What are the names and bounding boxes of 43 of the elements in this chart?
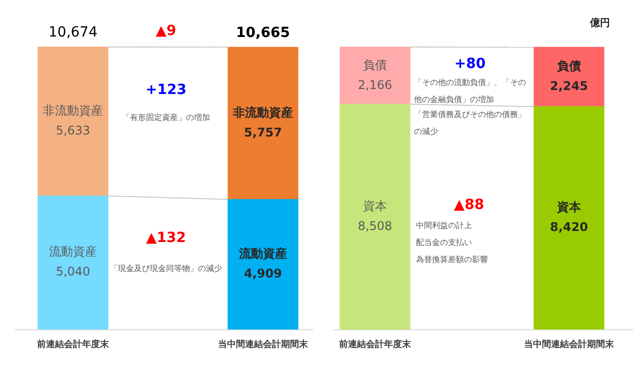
annotation: +80 bbox=[454, 56, 486, 72]
annotation: 「有形固定資産」の増加 bbox=[122, 112, 210, 124]
total-label: 10,665 bbox=[236, 24, 290, 41]
x-tick-label: 当中間連結会計期間末 bbox=[524, 338, 615, 350]
bar bbox=[228, 46, 298, 200]
bar bbox=[340, 104, 410, 330]
annotation: 配当金の支払い bbox=[416, 237, 472, 249]
text: ▲9 bbox=[156, 23, 176, 39]
data-label: 4,909 bbox=[244, 266, 282, 280]
data-label: 2,245 bbox=[550, 79, 588, 94]
data-label: 5,757 bbox=[244, 125, 282, 140]
annotation: +123 bbox=[146, 82, 186, 98]
data-label: 8,420 bbox=[550, 220, 588, 234]
data-label: 8,508 bbox=[358, 218, 392, 233]
bar bbox=[534, 46, 604, 107]
annotation: 「その他の流動負債」、「その他の金融負債」の増加 bbox=[414, 77, 527, 106]
bar bbox=[228, 199, 298, 330]
text: 非流動資産 bbox=[43, 104, 103, 118]
bar bbox=[38, 46, 108, 196]
bar bbox=[340, 46, 410, 105]
text: 資本 bbox=[557, 200, 581, 214]
series-label: 資本 bbox=[363, 198, 387, 213]
series-label: 負債 bbox=[363, 58, 387, 72]
bar bbox=[534, 106, 604, 330]
annotation: ▲88 bbox=[454, 197, 484, 213]
total-label: 10,674 bbox=[48, 24, 98, 41]
x-tick-label: 当中間連結会計期間末 bbox=[218, 338, 309, 350]
bar bbox=[38, 196, 108, 330]
series-label: 非流動資産 bbox=[232, 105, 293, 120]
annotation: 中間利益の計上 bbox=[416, 220, 472, 232]
text: 億円 bbox=[590, 16, 610, 31]
text: 負債 bbox=[557, 59, 581, 74]
x-tick-label: 前連結会計年度末 bbox=[338, 338, 412, 350]
annotation: ▲132 bbox=[146, 230, 186, 246]
data-label: 2,166 bbox=[358, 78, 392, 92]
x-tick-label: 前連結会計年度末 bbox=[36, 338, 110, 350]
data-label: 5,040 bbox=[56, 264, 90, 279]
annotation: 為替換算差額の影響 bbox=[416, 254, 488, 266]
text: 流動資産 bbox=[49, 244, 97, 259]
data-label: 5,633 bbox=[56, 124, 90, 138]
series-label: 流動資産 bbox=[238, 246, 287, 260]
annotation: 「営業債務及びその他の債務」の減少 bbox=[414, 109, 527, 138]
annotation: 「現金及び現金同等物」の減少 bbox=[110, 263, 222, 275]
